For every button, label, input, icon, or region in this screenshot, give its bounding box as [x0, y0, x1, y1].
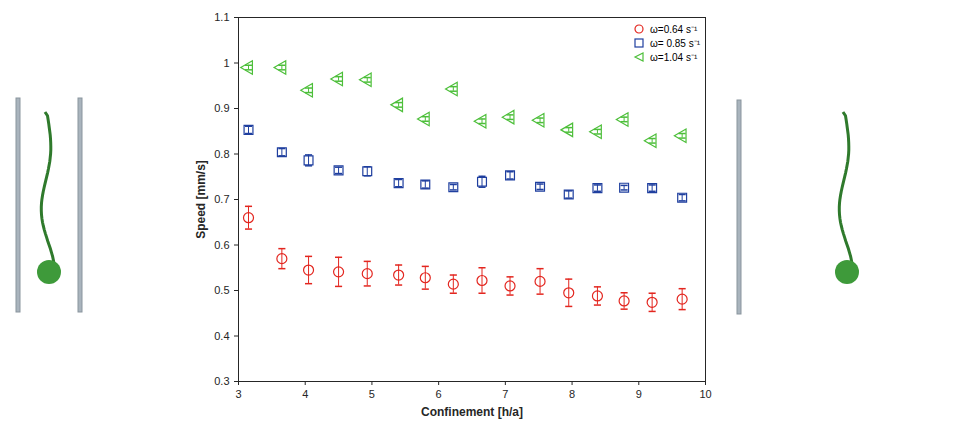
svg-text:1.1: 1.1 [214, 11, 229, 23]
svg-text:0.9: 0.9 [214, 102, 229, 114]
html-text:ω= 0.85 s⁻¹: ω= 0.85 s⁻¹ [650, 38, 700, 49]
svg-text:4: 4 [302, 388, 308, 400]
svg-text:7: 7 [502, 388, 508, 400]
svg-text:9: 9 [636, 388, 642, 400]
svg-text:6: 6 [436, 388, 442, 400]
html-text:ω=0.64 s⁻¹: ω=0.64 s⁻¹ [650, 24, 698, 35]
svg-text:Speed [mm/s]: Speed [mm/s] [194, 160, 208, 239]
html-text:ω=1.04 s⁻¹: ω=1.04 s⁻¹ [650, 52, 698, 63]
svg-text:10: 10 [699, 388, 711, 400]
svg-text:0.7: 0.7 [214, 193, 229, 205]
svg-text:5: 5 [369, 388, 375, 400]
svg-text:Confinement [h/a]: Confinement [h/a] [421, 405, 523, 419]
svg-text:0.4: 0.4 [214, 330, 229, 342]
svg-text:0.3: 0.3 [214, 375, 229, 387]
svg-text:3: 3 [235, 388, 241, 400]
svg-text:0.5: 0.5 [214, 284, 229, 296]
svg-text:0.8: 0.8 [214, 148, 229, 160]
svg-text:0.6: 0.6 [214, 239, 229, 251]
svg-text:8: 8 [569, 388, 575, 400]
svg-text:1: 1 [223, 57, 229, 69]
